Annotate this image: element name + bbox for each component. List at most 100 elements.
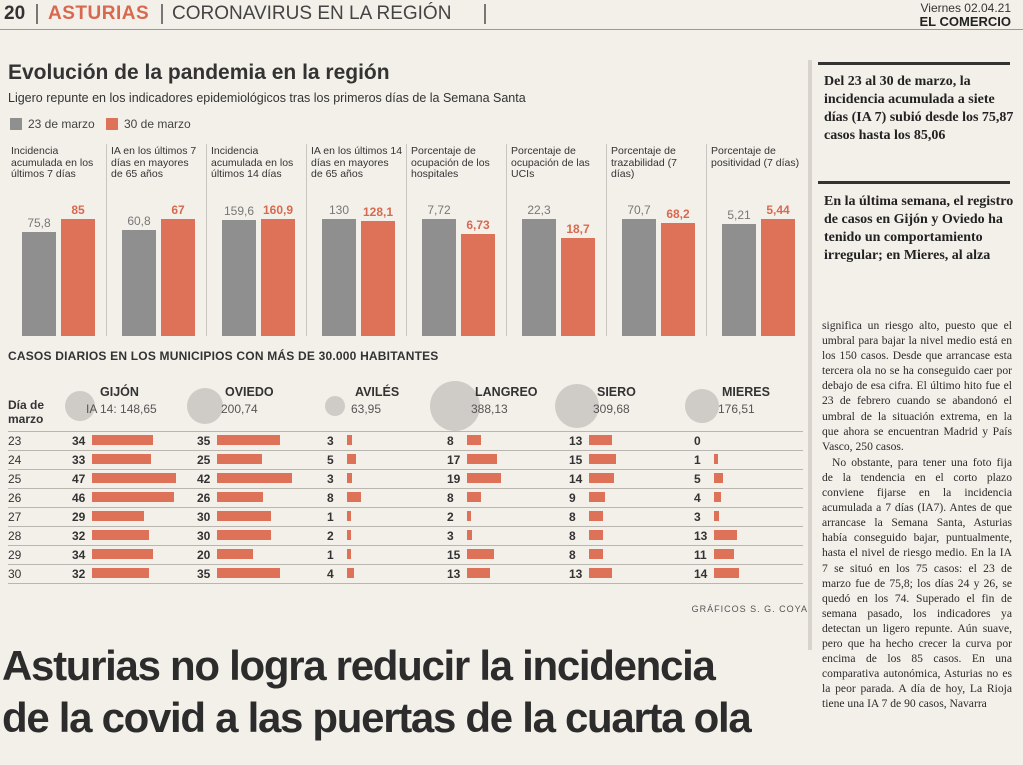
- daily-case-bar: [217, 435, 280, 445]
- daily-case-count: 8: [327, 491, 334, 505]
- ia14-bubble: [187, 388, 223, 424]
- daily-case-count: 2: [327, 529, 334, 543]
- daily-case-count: 35: [197, 567, 211, 581]
- daily-case-bar: [467, 511, 471, 521]
- daily-case-bar: [217, 473, 293, 483]
- value-label-23-marzo: 130: [328, 202, 350, 217]
- daily-case-bar: [347, 473, 353, 483]
- daily-case-bar: [467, 435, 482, 445]
- metric-label: IA en los últimos 14 días en mayores de …: [311, 145, 403, 180]
- daily-case-count: 33: [72, 453, 86, 467]
- bar-23-marzo: [722, 223, 756, 336]
- daily-case-count: 34: [72, 434, 86, 448]
- daily-case-count: 14: [569, 472, 583, 486]
- value-label-30-marzo: 85: [71, 202, 85, 217]
- daily-case-count: 1: [327, 548, 334, 562]
- daily-case-bar: [467, 492, 482, 502]
- daily-case-bar: [714, 511, 720, 521]
- daily-case-count: 14: [694, 567, 708, 581]
- municipality-ia14: 388,13: [471, 402, 508, 416]
- daily-case-bar: [217, 549, 253, 559]
- daily-case-bar: [467, 568, 491, 578]
- ia14-bubble: [554, 383, 600, 429]
- day-number: 29: [8, 548, 22, 562]
- section-rubric: CORONAVIRUS EN LA REGIÓN: [172, 3, 452, 24]
- bar-23-marzo: [622, 218, 656, 336]
- bar-23-marzo: [522, 218, 556, 336]
- metric-panel: Porcentaje de ocupación de los hospitale…: [408, 144, 504, 336]
- daily-case-bar: [714, 568, 740, 578]
- daily-case-bar: [347, 454, 356, 464]
- table-row-divider: [8, 450, 803, 451]
- daily-case-bar: [92, 435, 153, 445]
- daily-case-count: 30: [197, 510, 211, 524]
- municipality-ia14: 176,51: [718, 402, 755, 416]
- header-divider: [161, 4, 163, 24]
- daily-case-bar: [589, 454, 616, 464]
- legend-label: 30 de marzo: [124, 117, 191, 131]
- daily-case-bar: [714, 530, 738, 540]
- daily-case-count: 13: [569, 567, 583, 581]
- page-header: 20 ASTURIAS CORONAVIRUS EN LA REGIÓN Vie…: [0, 0, 1023, 30]
- daily-case-bar: [589, 568, 613, 578]
- daily-case-bar: [714, 454, 718, 464]
- daily-case-count: 26: [197, 491, 211, 505]
- table-row-divider: [8, 526, 803, 527]
- daily-case-count: 3: [694, 510, 701, 524]
- bar-30-marzo: [561, 237, 595, 336]
- daily-case-bar: [467, 473, 501, 483]
- column-gutter: [808, 60, 812, 650]
- daily-case-count: 3: [327, 434, 334, 448]
- value-label-30-marzo: 128,1: [362, 204, 394, 219]
- article-body: significa un riesgo alto, puesto que el …: [822, 318, 1012, 711]
- value-label-30-marzo: 18,7: [566, 221, 590, 236]
- municipality-name: GIJÓN: [100, 385, 139, 399]
- graphics-credit: GRÁFICOS S. G. COYA: [691, 604, 808, 614]
- value-label-23-marzo: 159,6: [223, 203, 255, 218]
- daily-case-count: 9: [569, 491, 576, 505]
- section-name: ASTURIAS: [48, 3, 150, 24]
- daily-case-count: 34: [72, 548, 86, 562]
- bar-23-marzo: [22, 231, 56, 336]
- municipality-ia14: 63,95: [351, 402, 382, 416]
- daily-case-bar: [217, 492, 264, 502]
- daily-case-count: 3: [447, 529, 454, 543]
- metric-label: Porcentaje de ocupación de los hospitale…: [411, 145, 490, 180]
- bar-30-marzo: [61, 218, 95, 336]
- highlight-rule: [818, 62, 1010, 65]
- daily-case-bar: [467, 549, 494, 559]
- daily-case-count: 5: [327, 453, 334, 467]
- article-paragraph: No obstante, para tener una foto fija de…: [822, 455, 1012, 711]
- bar-30-marzo: [361, 220, 395, 336]
- daily-case-count: 29: [72, 510, 86, 524]
- metric-panel: IA en los últimos 14 días en mayores de …: [308, 144, 404, 336]
- daily-case-bar: [347, 511, 351, 521]
- bar-23-marzo: [222, 219, 256, 336]
- metric-label: Porcentaje de positividad (7 días): [711, 145, 800, 169]
- daily-case-bar: [347, 568, 355, 578]
- municipality-name: OVIEDO: [225, 385, 274, 399]
- daily-case-bar: [217, 530, 271, 540]
- bar-23-marzo: [322, 218, 356, 336]
- value-label-23-marzo: 60,8: [127, 213, 151, 228]
- headline-line-1: Asturias no logra reducir la incidencia: [2, 642, 716, 689]
- table-row-divider: [8, 583, 803, 584]
- daily-case-bar: [217, 454, 262, 464]
- metric-divider: [506, 144, 507, 336]
- newspaper-name: EL COMERCIO: [919, 14, 1012, 29]
- daily-case-bar: [92, 454, 151, 464]
- daily-case-count: 8: [569, 510, 576, 524]
- table-row-divider: [8, 507, 803, 508]
- municipality-name: SIERO: [597, 385, 636, 399]
- legend-label: 23 de marzo: [28, 117, 95, 131]
- article-highlight-2: En la última semana, el registro de caso…: [824, 194, 1014, 263]
- daily-case-bar: [217, 511, 271, 521]
- day-number: 23: [8, 434, 22, 448]
- metric-label: Incidencia acumulada en los últimos 7 dí…: [11, 145, 94, 180]
- day-number: 28: [8, 529, 22, 543]
- metric-divider: [206, 144, 207, 336]
- legend-item-30-marzo: 30 de marzo: [106, 117, 191, 131]
- daily-case-bar: [92, 530, 150, 540]
- daily-case-bar: [347, 492, 362, 502]
- value-label-23-marzo: 5,21: [727, 207, 751, 222]
